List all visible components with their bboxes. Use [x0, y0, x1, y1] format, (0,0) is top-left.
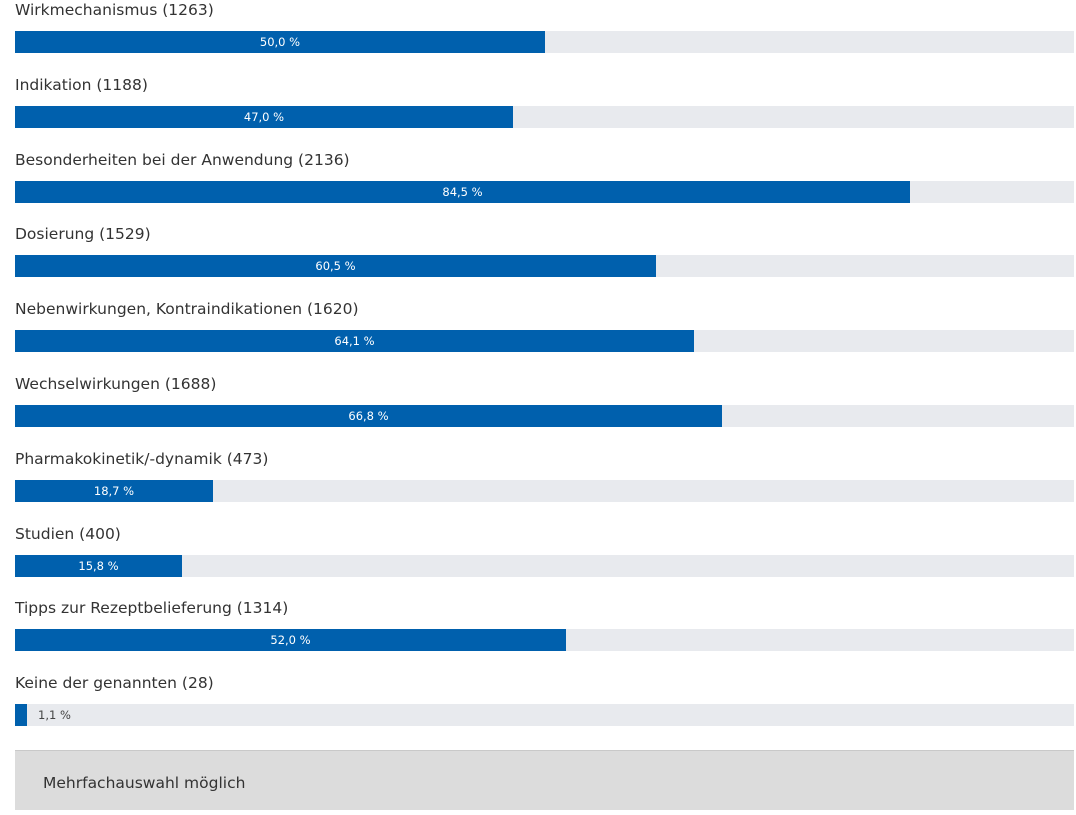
bar: [15, 330, 694, 353]
bar-label: Studien (400): [15, 524, 121, 543]
bar-value-label: 64,1 %: [334, 334, 375, 349]
bar-label: Keine der genannten (28): [15, 674, 214, 693]
bar: [15, 105, 513, 128]
bar-value-label: 15,8 %: [78, 558, 119, 573]
bar-track: 64,1 %: [15, 330, 1074, 353]
bar-label: Wechselwirkungen (1688): [15, 375, 217, 393]
bar-value-label: 50,0 %: [259, 35, 301, 49]
bar-label: Nebenwirkungen, Kontraindikationen (1620…: [15, 300, 359, 319]
bar-label: Indikation (1188): [15, 75, 148, 94]
bar-value-label: 66,8 %: [348, 409, 389, 423]
bar: [15, 255, 656, 278]
bar: [15, 31, 545, 53]
bar-track: 18,7 %: [15, 479, 1074, 502]
bar-track: 50,0 %: [15, 31, 1074, 53]
bar-value-label: 1,1 %: [38, 708, 71, 723]
bar: [15, 180, 910, 203]
bar-label: Dosierung (1529): [15, 225, 151, 244]
multiple-choice-note-text: Mehrfachauswahl möglich: [43, 774, 246, 792]
bar: [15, 479, 213, 502]
bar-value-label: 52,0 %: [270, 633, 311, 648]
bar-track: 66,8 %: [15, 405, 1074, 427]
bar-value-label: 60,5 %: [315, 259, 356, 274]
multiple-choice-note: Mehrfachauswahl möglich: [15, 750, 1074, 810]
bar-track: 84,5 %: [15, 180, 1074, 203]
bar-track: 60,5 %: [15, 255, 1074, 278]
bar-value-label: 18,7 %: [93, 483, 135, 498]
bar: [15, 554, 182, 577]
bar-track: 52,0 %: [15, 629, 1074, 652]
bar-label: Tipps zur Rezeptbelieferung (1314): [15, 599, 289, 618]
bar: [15, 704, 27, 727]
bar-value-label: 47,0 %: [243, 109, 285, 124]
bar-track: 1,1 %: [15, 704, 1074, 727]
bar-label: Besonderheiten bei der Anwendung (2136): [15, 150, 350, 169]
bar: [15, 629, 566, 652]
bar-value-label: 84,5 %: [442, 184, 483, 199]
bar-label: Pharmakokinetik/-dynamik (473): [15, 449, 269, 468]
bar-track: 15,8 %: [15, 554, 1074, 577]
bar: [15, 405, 722, 427]
bar-label: Wirkmechanismus (1263): [15, 1, 214, 19]
bar-track: 47,0 %: [15, 105, 1074, 128]
